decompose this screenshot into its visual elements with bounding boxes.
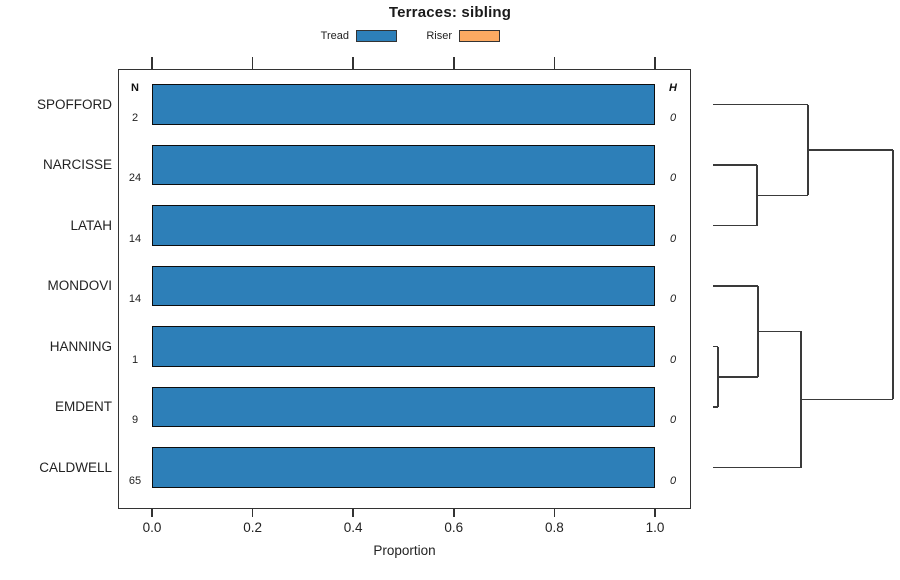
dendrogram-link: [713, 164, 757, 166]
x-tick-bottom: [352, 509, 354, 517]
n-value: 24: [128, 172, 142, 184]
bar-tread-caldwell: [152, 447, 655, 488]
dendrogram-join: [892, 149, 894, 400]
h-value: 0: [669, 293, 677, 305]
h-value: 0: [669, 474, 677, 487]
y-label-caldwell: CALDWELL: [39, 459, 112, 475]
dendrogram-link: [713, 345, 719, 348]
n-value: 14: [128, 232, 142, 245]
chart-title: Terraces: sibling: [388, 4, 512, 21]
x-tick-bottom: [654, 509, 656, 517]
legend-swatch-tread: [356, 29, 397, 42]
dendrogram-link: [713, 224, 757, 227]
x-tick-label: 0.4: [343, 520, 363, 535]
bar-tread-latah: [152, 205, 655, 246]
n-column-header: N: [131, 82, 139, 94]
x-tick-label: 0.0: [142, 520, 162, 535]
x-tick-top: [654, 57, 656, 69]
legend-item: Tread: [305, 28, 397, 43]
x-tick-label: 0.8: [545, 520, 564, 535]
bar-tread-spofford: [152, 84, 655, 125]
x-tick-top: [453, 57, 455, 69]
x-tick-bottom: [453, 509, 455, 517]
bar-tread-hanning: [152, 326, 655, 367]
y-label-narcisse: NARCISSE: [42, 157, 112, 172]
x-tick-top: [553, 57, 556, 69]
h-value: 0: [669, 353, 677, 366]
dendrogram-link: [713, 285, 758, 287]
bar-tread-narcisse: [152, 144, 655, 186]
x-tick-bottom: [251, 509, 254, 517]
h-value: 0: [669, 172, 677, 184]
x-tick-label: 0.2: [243, 520, 262, 535]
n-value: 2: [131, 111, 139, 124]
legend-item: Riser: [408, 28, 500, 43]
h-value: 0: [669, 111, 677, 124]
n-value: 1: [131, 353, 139, 366]
legend-label: Riser: [426, 29, 452, 42]
n-value: 65: [128, 474, 142, 487]
dendrogram-link: [756, 194, 809, 196]
h-value: 0: [669, 232, 677, 245]
x-tick-label: 1.0: [645, 520, 665, 535]
x-tick-bottom: [151, 509, 153, 517]
dendrogram-link: [713, 103, 809, 106]
legend-swatch-riser: [459, 29, 500, 42]
x-axis-title: Proportion: [373, 543, 436, 558]
y-label-latah: LATAH: [70, 217, 112, 233]
dendrogram-link: [758, 330, 802, 333]
h-value: 0: [669, 414, 677, 426]
x-tick-top: [352, 57, 354, 69]
y-label-hanning: HANNING: [49, 338, 112, 354]
dendrogram-link: [718, 376, 758, 378]
legend-label: Tread: [320, 29, 349, 42]
h-column-header: H: [669, 82, 677, 94]
dendrogram-link: [713, 406, 719, 408]
n-value: 14: [128, 293, 142, 305]
y-label-spofford: SPOFFORD: [36, 96, 112, 112]
y-label-emdent: EMDENT: [55, 399, 112, 414]
x-tick-bottom: [553, 509, 556, 517]
x-tick-label: 0.6: [444, 520, 464, 535]
x-tick-top: [251, 57, 254, 69]
dendrogram-link: [801, 398, 893, 401]
n-value: 9: [131, 414, 139, 426]
x-tick-top: [151, 57, 153, 69]
bar-tread-emdent: [152, 386, 655, 428]
dendrogram-link: [808, 149, 893, 151]
bar-tread-mondovi: [152, 265, 655, 307]
y-label-mondovi: MONDOVI: [47, 278, 112, 293]
dendrogram-link: [713, 466, 802, 469]
